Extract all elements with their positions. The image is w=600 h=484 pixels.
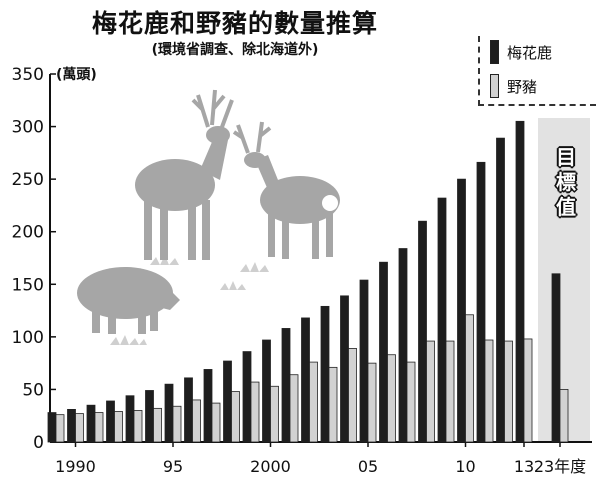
chart-subtitle: (環境省調查、除北海道外)	[151, 42, 319, 58]
bar-boar	[523, 338, 533, 443]
bar-boar	[192, 399, 201, 443]
bar-deer	[515, 120, 525, 443]
bar-boar	[94, 412, 104, 443]
bar-deer	[86, 404, 96, 443]
legend-label-deer: 梅花鹿	[507, 43, 553, 62]
bar-boar	[309, 361, 318, 443]
legend-swatch-boar	[490, 74, 499, 98]
legend: 梅花鹿 野豬	[478, 36, 596, 106]
y-tick-label: 100	[12, 328, 44, 348]
bar-deer	[125, 395, 135, 443]
bar-boar	[426, 340, 435, 443]
bar-deer	[145, 390, 154, 443]
bar-boar	[484, 339, 494, 443]
y-tick-label: 200	[12, 223, 44, 243]
illustration	[77, 89, 340, 345]
y-ticks: 0 50 100 150 200 250 300 350	[12, 65, 56, 453]
grass-icon	[220, 281, 246, 290]
bar-boar	[387, 354, 396, 443]
bar-boar	[231, 391, 240, 443]
legend-item-deer: 梅花鹿	[490, 40, 552, 64]
bar-boar	[172, 405, 182, 443]
x-tick-label: 95	[163, 457, 183, 476]
bar-deer	[398, 248, 408, 443]
grass-icon	[240, 262, 269, 272]
bar-deer	[106, 400, 115, 443]
bar-deer	[476, 161, 486, 443]
bar-boar	[367, 362, 377, 443]
chart-title: 梅花鹿和野豬的數量推算	[91, 9, 378, 38]
bar-deer	[67, 409, 76, 443]
deer-icon	[232, 121, 340, 259]
bar-deer	[281, 328, 291, 443]
bar-boar	[75, 413, 84, 443]
bar-deer	[203, 369, 213, 443]
bar-deer	[340, 295, 349, 443]
bar-boar	[559, 389, 569, 443]
y-tick-label: 250	[12, 170, 44, 190]
y-tick-label: 0	[33, 433, 44, 453]
bars	[47, 120, 569, 443]
bar-boar	[328, 366, 338, 443]
legend-label-boar: 野豬	[507, 77, 538, 96]
bar-boar	[55, 414, 65, 443]
bar-boar	[445, 340, 455, 443]
bar-boar	[250, 381, 260, 443]
bar-deer	[47, 412, 57, 443]
target-label: 目標值	[556, 145, 576, 219]
x-ticks: 1990 95 2000 05 10 13 23年度	[55, 442, 586, 476]
bar-deer	[184, 377, 193, 443]
x-tick-label: 23年度	[534, 457, 586, 476]
bar-deer	[418, 220, 427, 443]
boar-icon	[77, 267, 180, 334]
bar-boar	[289, 374, 299, 443]
legend-item-boar: 野豬	[490, 74, 537, 98]
grass-icon	[110, 335, 147, 345]
x-tick-label: 10	[455, 457, 475, 476]
bar-deer	[320, 305, 330, 443]
y-axis-unit-label: (萬頭)	[56, 67, 97, 83]
bar-deer	[164, 383, 174, 443]
bar-deer	[301, 317, 310, 443]
x-tick-label: 05	[358, 457, 378, 476]
bar-boar	[465, 314, 474, 443]
bar-boar	[504, 340, 513, 443]
y-tick-label: 300	[12, 118, 44, 138]
bar-boar	[348, 348, 357, 443]
y-tick-label: 50	[22, 380, 44, 400]
bar-boar	[114, 411, 123, 443]
x-tick-label: 13	[514, 457, 534, 476]
bar-boar	[406, 361, 416, 443]
bar-deer	[359, 279, 369, 443]
y-tick-label: 350	[12, 65, 44, 85]
bar-boar	[270, 385, 279, 443]
legend-swatch-deer	[490, 40, 499, 64]
bar-deer	[496, 137, 505, 443]
bar-boar	[133, 410, 143, 443]
bar-boar	[153, 407, 162, 443]
bar-boar	[211, 402, 221, 443]
bar-deer	[379, 261, 388, 443]
deer-icon	[135, 89, 234, 260]
bar-deer	[242, 351, 252, 443]
bar-deer	[457, 178, 466, 443]
bar-deer	[437, 197, 447, 443]
y-tick-label: 150	[12, 275, 44, 295]
bar-deer	[262, 339, 271, 443]
x-tick-label: 2000	[250, 457, 291, 476]
bar-deer	[223, 360, 232, 443]
target-band	[538, 118, 590, 442]
bar-deer	[551, 273, 561, 443]
x-tick-label: 1990	[55, 457, 96, 476]
